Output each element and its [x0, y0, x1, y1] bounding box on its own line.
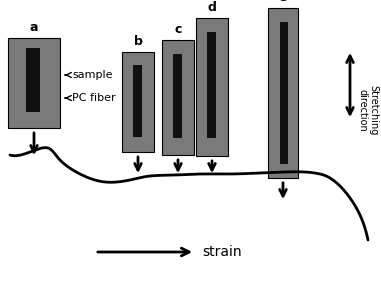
Bar: [133, 65, 142, 137]
Text: d: d: [208, 1, 216, 14]
Bar: [173, 54, 182, 138]
Text: strain: strain: [202, 245, 242, 259]
Bar: [207, 32, 216, 138]
Bar: [122, 52, 154, 152]
Bar: [8, 38, 60, 128]
Text: sample: sample: [72, 70, 112, 80]
Bar: [268, 8, 298, 178]
Text: a: a: [30, 21, 38, 34]
Bar: [26, 48, 40, 112]
Bar: [280, 22, 288, 164]
Text: e: e: [279, 0, 287, 4]
Text: b: b: [134, 35, 142, 48]
Text: c: c: [174, 23, 182, 36]
Text: Stretching
direction: Stretching direction: [357, 85, 379, 135]
Bar: [196, 18, 228, 156]
Bar: [162, 40, 194, 155]
Text: PC fiber: PC fiber: [72, 93, 115, 103]
